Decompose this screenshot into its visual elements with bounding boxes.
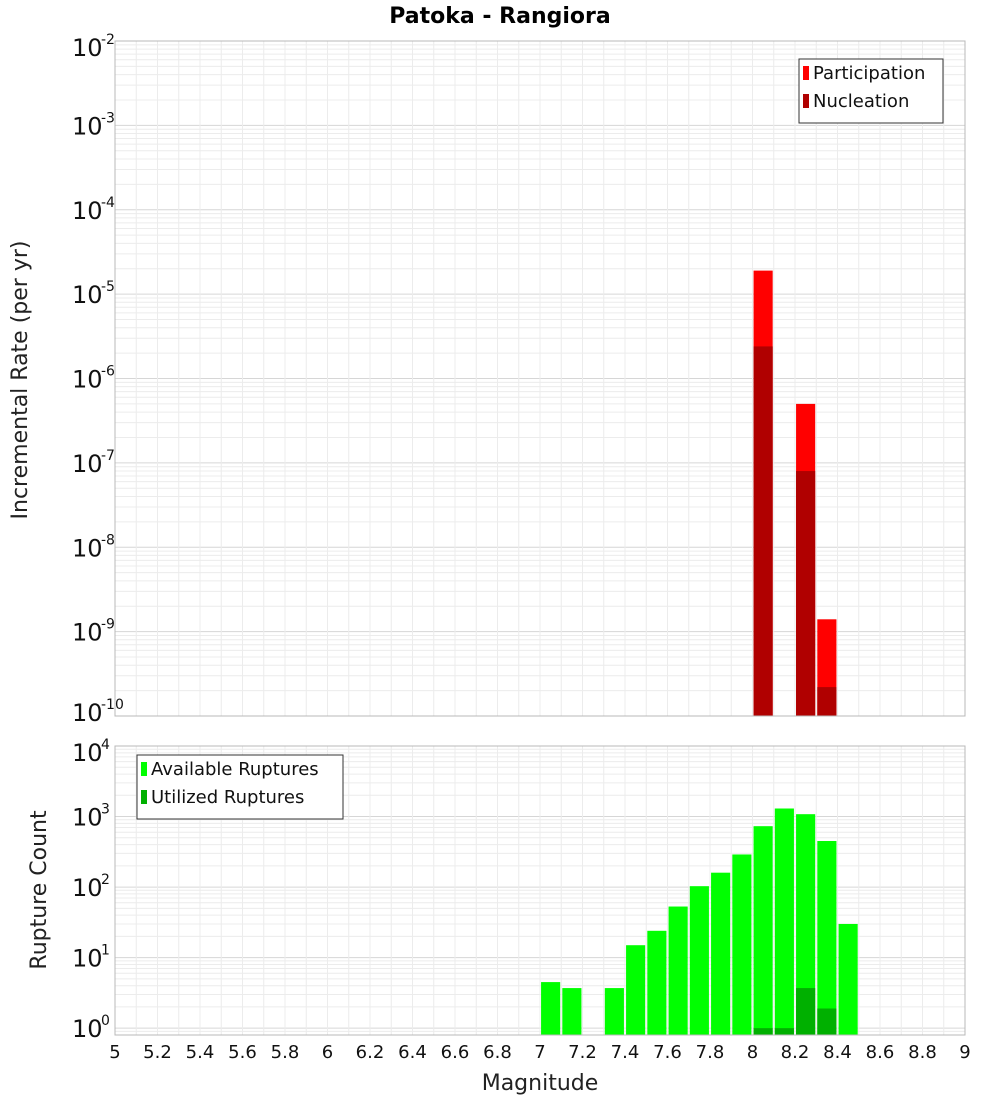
x-axis-label: Magnitude bbox=[482, 1071, 599, 1096]
y-tick-exponent: -10 bbox=[101, 697, 124, 713]
x-tick-label: 5.6 bbox=[228, 1042, 257, 1063]
chart-title: Patoka - Rangiora bbox=[389, 4, 610, 29]
y-tick-label: 10 bbox=[72, 281, 103, 309]
legend-label: Nucleation bbox=[813, 91, 909, 112]
y-axis-label-count: Rupture Count bbox=[27, 810, 52, 970]
bar-nucleation bbox=[796, 471, 816, 716]
legend-box bbox=[136, 754, 344, 820]
panel-1: 10-210-310-410-510-610-710-810-910-10Par… bbox=[72, 32, 966, 727]
bar-available bbox=[753, 826, 773, 1035]
y-tick-exponent: -9 bbox=[101, 617, 115, 633]
y-tick-exponent: 1 bbox=[101, 943, 110, 959]
x-tick-label: 5.2 bbox=[143, 1042, 172, 1063]
y-tick-label: 10 bbox=[72, 804, 103, 832]
y-tick-exponent: -7 bbox=[101, 448, 115, 464]
y-tick-exponent: -2 bbox=[101, 32, 115, 48]
bar-nucleation bbox=[753, 346, 773, 716]
x-tick-label: 7 bbox=[534, 1042, 545, 1063]
legend: Available Ruptures Utilized Ruptures bbox=[136, 754, 344, 820]
legend-swatch bbox=[141, 762, 147, 776]
bar-available bbox=[668, 906, 688, 1035]
y-tick-exponent: -5 bbox=[101, 279, 115, 295]
bar-available bbox=[562, 988, 582, 1035]
legend-label: Participation bbox=[813, 63, 925, 84]
y-tick-label: 10 bbox=[72, 534, 103, 562]
x-tick-label: 8.8 bbox=[908, 1042, 937, 1063]
x-tick-label: 8.4 bbox=[823, 1042, 852, 1063]
legend-swatch bbox=[803, 94, 809, 108]
bar-available bbox=[796, 814, 816, 1035]
bar-nucleation bbox=[817, 687, 837, 716]
legend-box bbox=[798, 58, 944, 124]
x-tick-label: 7.6 bbox=[653, 1042, 682, 1063]
x-tick-label: 5 bbox=[109, 1042, 120, 1063]
y-tick-exponent: -4 bbox=[101, 195, 115, 211]
y-tick-label: 10 bbox=[72, 739, 103, 767]
plot-area: 10-210-310-410-510-610-710-810-910-10Par… bbox=[72, 32, 971, 1063]
bar-available bbox=[711, 872, 731, 1035]
y-tick-exponent: -6 bbox=[101, 364, 115, 380]
y-axis-label-rate: Incremental Rate (per yr) bbox=[8, 241, 33, 520]
x-tick-label: 6.2 bbox=[356, 1042, 385, 1063]
y-tick-label: 10 bbox=[72, 945, 103, 973]
x-tick-label: 6.6 bbox=[441, 1042, 470, 1063]
x-tick-label: 7.4 bbox=[611, 1042, 640, 1063]
legend-swatch bbox=[141, 790, 147, 804]
y-tick-exponent: 0 bbox=[101, 1013, 110, 1029]
x-tick-label: 6 bbox=[322, 1042, 333, 1063]
bar-utilized bbox=[817, 1008, 837, 1035]
bar-utilized bbox=[796, 988, 816, 1035]
x-tick-label: 8.6 bbox=[866, 1042, 895, 1063]
legend-swatch bbox=[803, 66, 809, 80]
y-tick-exponent: -3 bbox=[101, 110, 115, 126]
bar-utilized bbox=[753, 1028, 773, 1035]
y-tick-label: 10 bbox=[72, 619, 103, 647]
bar-available bbox=[647, 930, 667, 1035]
panel-frame bbox=[114, 745, 966, 1036]
y-tick-label: 10 bbox=[72, 197, 103, 225]
bar-available bbox=[604, 988, 624, 1035]
x-tick-label: 9 bbox=[959, 1042, 970, 1063]
x-tick-label: 7.2 bbox=[568, 1042, 597, 1063]
y-tick-exponent: -8 bbox=[101, 532, 115, 548]
y-tick-exponent: 4 bbox=[101, 737, 110, 753]
x-tick-label: 5.4 bbox=[186, 1042, 215, 1063]
legend-label: Available Ruptures bbox=[151, 759, 319, 780]
x-tick-label: 7.8 bbox=[696, 1042, 725, 1063]
y-tick-exponent: 2 bbox=[101, 872, 110, 888]
y-tick-label: 10 bbox=[72, 34, 103, 62]
y-tick-label: 10 bbox=[72, 1015, 103, 1043]
y-tick-label: 10 bbox=[72, 699, 103, 727]
bar-available bbox=[817, 841, 837, 1035]
bar-available bbox=[626, 945, 646, 1035]
bar-available bbox=[541, 982, 561, 1035]
bar-utilized bbox=[774, 1028, 794, 1035]
legend: Participation Nucleation bbox=[798, 58, 944, 124]
x-tick-label: 8.2 bbox=[781, 1042, 810, 1063]
x-tick-label: 6.4 bbox=[398, 1042, 427, 1063]
x-tick-label: 8 bbox=[747, 1042, 758, 1063]
legend-label: Utilized Ruptures bbox=[151, 787, 304, 808]
bar-available bbox=[689, 886, 709, 1035]
bar-available bbox=[732, 854, 752, 1035]
x-tick-label: 6.8 bbox=[483, 1042, 512, 1063]
y-tick-label: 10 bbox=[72, 112, 103, 140]
bar-available bbox=[774, 808, 794, 1035]
panel-frame bbox=[114, 40, 966, 717]
bar-available bbox=[838, 923, 858, 1035]
y-tick-label: 10 bbox=[72, 874, 103, 902]
y-tick-label: 10 bbox=[72, 366, 103, 394]
y-tick-exponent: 3 bbox=[101, 802, 110, 818]
y-tick-label: 10 bbox=[72, 450, 103, 478]
x-tick-label: 5.8 bbox=[271, 1042, 300, 1063]
